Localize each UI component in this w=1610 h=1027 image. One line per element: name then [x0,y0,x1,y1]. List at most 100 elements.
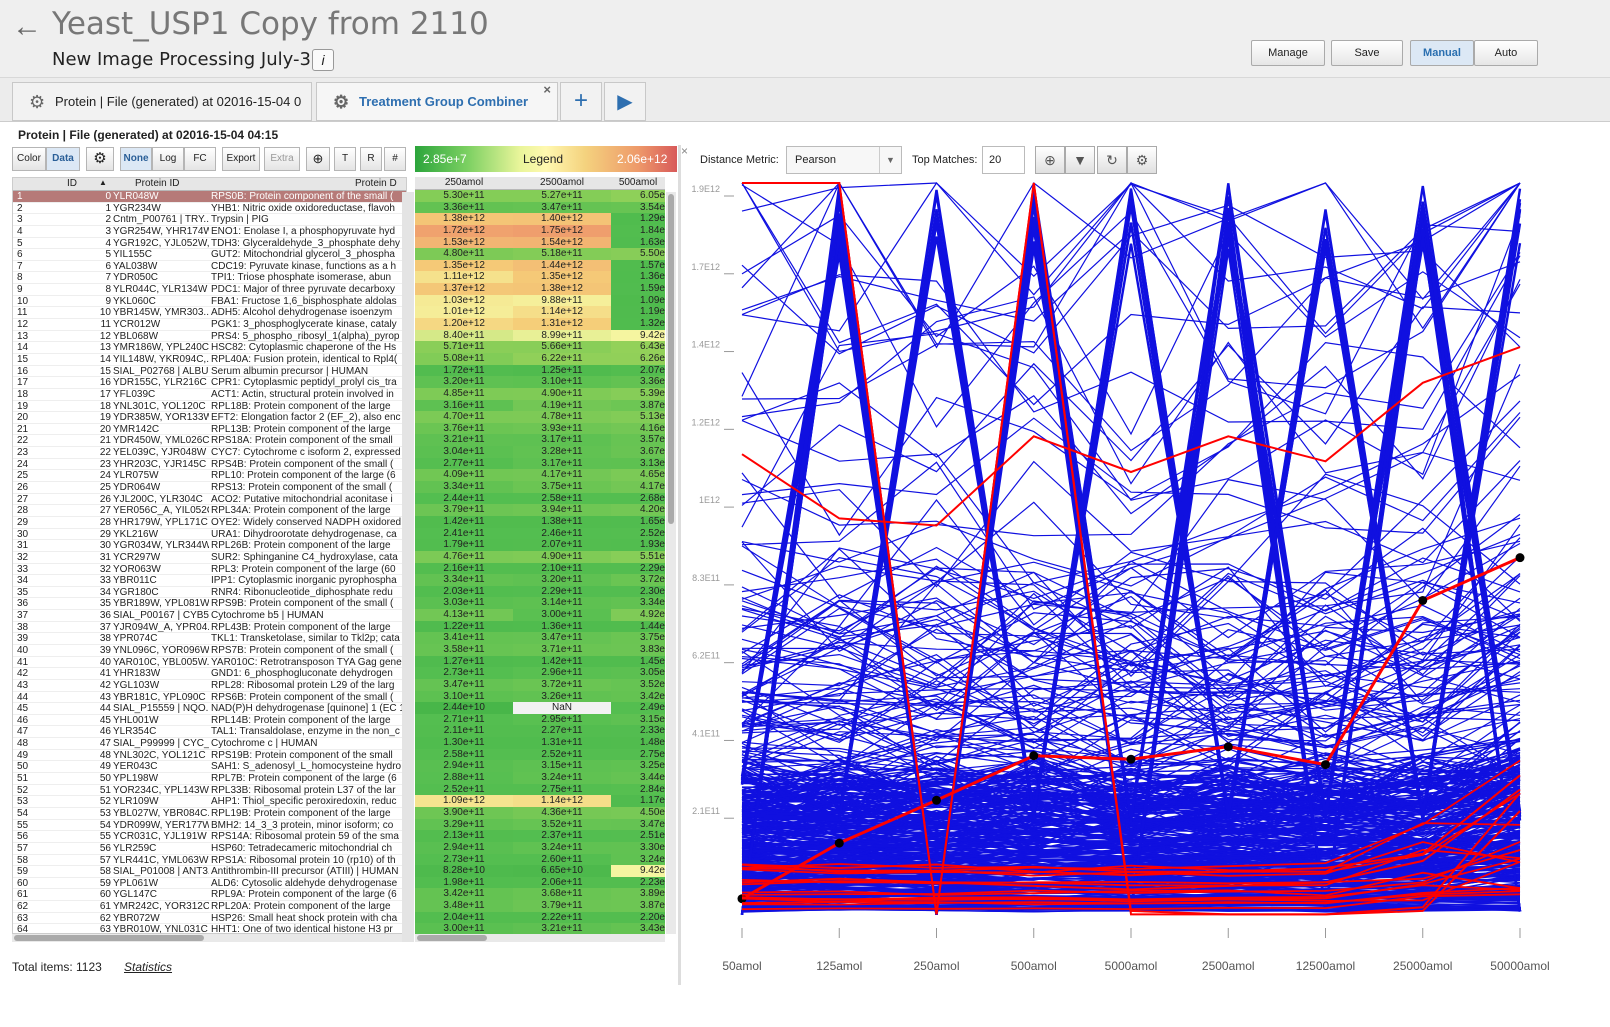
heatmap-row[interactable]: 1.20e+12 1.31e+12 1.32e [415,318,665,330]
table-row[interactable]: 2 1 YGR234W YHB1: Nitric oxide oxidoreducta… [13,203,406,215]
heatmap-row[interactable]: 3.29e+11 3.52e+11 3.47e [415,818,665,831]
manage-button[interactable]: Manage [1251,40,1325,66]
heatmap-row[interactable]: 4.70e+11 4.78e+11 5.13e [415,411,665,423]
heatmap-row[interactable]: 3.41e+11 3.47e+11 3.75e [415,632,665,644]
heatmap-row[interactable]: 2.16e+11 2.10e+11 2.29e [415,562,665,575]
table-row[interactable]: 48 47 SIAL_P99999 | CYC_... Cytochrome c | … [13,738,406,750]
table-row[interactable]: 29 28 YHR179W, YPL171C OYE2: Widely conserv… [13,517,406,529]
heatmap-row[interactable]: 1.27e+11 1.42e+11 1.45e [415,655,665,668]
r-button[interactable]: R [360,147,382,171]
column-header-2500amol[interactable]: 2500amol [540,177,584,188]
heatmap-row[interactable]: 4.85e+11 4.90e+11 5.39e [415,387,665,400]
pane-splitter[interactable] [402,192,414,942]
table-row[interactable]: 42 41 YHR183W GND1: 6_phosphogluconate dehy… [13,668,406,680]
table-row[interactable]: 27 26 YJL200C, YLR304C ACO2: Putative mitoc… [13,494,406,506]
table-row[interactable]: 15 14 YIL148W, YKR094C,... RPL40A: Fusion p… [13,354,406,366]
table-row[interactable]: 64 63 YBR010W, YNL031C HHT1: One of two ide… [13,924,406,933]
info-button[interactable]: i [312,49,334,71]
table-row[interactable]: 20 19 YDR385W, YOR133W EFT2: Elongation fac… [13,412,406,424]
column-header-id[interactable]: ID [67,178,77,189]
t-button[interactable]: T [334,147,356,171]
table-row[interactable]: 58 57 YLR441C, YML063W RPS1A: Ribosomal pro… [13,855,406,867]
heatmap-row[interactable]: 3.16e+11 4.19e+11 3.87e [415,399,665,412]
column-header-500amol[interactable]: 500amol [618,177,658,188]
table-row[interactable]: 47 46 YLR354C TAL1: Transaldolase, enzyme i… [13,726,406,739]
table-row[interactable]: 22 21 YDR450W, YML026C RPS18A: Protein comp… [13,435,406,448]
table-row[interactable]: 44 43 YBR181C, YPL090C RPS6B: Protein compo… [13,692,406,704]
column-header-protein-desc[interactable]: Protein D [355,178,397,189]
table-row[interactable]: 39 38 YPR074C TKL1: Transketolase, similar … [13,633,406,645]
heatmap-row[interactable]: 3.04e+11 3.28e+11 3.67e [415,446,665,458]
heatmap-row[interactable]: 1.03e+12 9.88e+11 1.09e [415,294,665,307]
heatmap-row[interactable]: 2.41e+11 2.46e+11 2.52e [415,527,665,540]
heatmap-row[interactable]: 3.48e+11 3.79e+11 3.87e [415,900,665,912]
color-button[interactable]: Color [12,147,46,171]
table-row[interactable]: 13 12 YBL068W PRS4: 5_phospho_ribosyl_1(alp… [13,331,406,343]
table-row[interactable]: 19 18 YNL301C, YOL120C RPL18B: Protein comp… [13,401,406,413]
heatmap-row[interactable]: 4.76e+11 4.90e+11 5.51e [415,550,665,563]
heatmap-row[interactable]: 3.76e+11 3.93e+11 4.16e [415,422,665,435]
heatmap-row[interactable]: 2.44e+10 NaN 2.49e [415,702,665,714]
table-row[interactable]: 7 6 YAL038W CDC19: Pyruvate kinase, functio… [13,261,406,273]
heatmap-row[interactable]: 2.73e+11 2.96e+11 3.05e [415,667,665,679]
distance-metric-select[interactable]: Pearson ▼ [786,146,902,174]
heatmap-row[interactable]: 8.40e+11 8.99e+11 9.42e [415,329,665,342]
heatmap-row[interactable]: 1.01e+12 1.14e+12 1.19e [415,306,665,319]
heatmap-legend[interactable]: 2.85e+7 Legend 2.06e+12 [415,146,677,172]
heatmap-row[interactable]: 1.53e+12 1.54e+12 1.63e [415,236,665,249]
hash-button[interactable]: # [384,147,406,171]
heatmap-row[interactable]: 1.35e+12 1.44e+12 1.57e [415,259,665,272]
table-row[interactable]: 10 9 YKL060C FBA1: Fructose 1,6_bisphosphat… [13,296,406,308]
heatmap-row[interactable]: 2.88e+11 3.24e+11 3.44e [415,772,665,784]
heatmap-row[interactable]: 2.04e+11 2.22e+11 2.20e [415,911,665,924]
heatmap-row[interactable]: 1.38e+12 1.40e+12 1.29e [415,213,665,225]
scrollbar-thumb[interactable] [668,194,674,524]
table-row[interactable]: 9 8 YLR044C, YLR134W PDC1: Major of three p… [13,284,406,296]
table-row[interactable]: 16 15 SIAL_P02768 | ALBU... Serum albumin p… [13,366,406,378]
table-row[interactable]: 33 32 YOR063W RPL3: Protein component of th… [13,564,406,576]
heatmap-row[interactable]: 3.36e+11 3.47e+11 3.54e [415,201,665,214]
log-button[interactable]: Log [152,147,184,171]
export-button[interactable]: Export [222,147,260,171]
table-row[interactable]: 36 35 YBR189W, YPL081W RPS9B: Protein compo… [13,598,406,611]
heatmap-row[interactable]: 5.30e+11 5.27e+11 6.05e [415,190,665,202]
table-row[interactable]: 51 50 YPL198W RPL7B: Protein component of t… [13,773,406,785]
table-row[interactable]: 31 30 YGR034W, YLR344W RPL26B: Protein comp… [13,540,406,552]
table-row[interactable]: 23 22 YEL039C, YJR048W CYC7: Cytochrome c i… [13,447,406,459]
heatmap-row[interactable]: 1.98e+11 2.06e+11 2.23e [415,876,665,889]
heatmap-row[interactable]: 2.94e+11 3.24e+11 3.30e [415,841,665,854]
table-row[interactable]: 11 10 YBR145W, YMR303... ADH5: Alcohol dehy… [13,307,406,320]
manual-mode-button[interactable]: Manual [1410,40,1474,66]
table-row[interactable]: 30 29 YKL216W URA1: Dihydroorotate dehydrog… [13,529,406,541]
table-row[interactable]: 43 42 YGL103W RPL28: Ribosomal protein L29 … [13,680,406,692]
vertical-scrollbar[interactable] [666,192,676,934]
tab-treatment-group-combiner[interactable]: ⚙ Treatment Group Combiner × [316,82,558,121]
table-row[interactable]: 59 58 SIAL_P01008 | ANT3... Antithrombin-II… [13,866,406,878]
column-header-250amol[interactable]: 250amol [444,177,484,188]
heatmap-row[interactable]: 1.42e+11 1.38e+11 1.65e [415,515,665,528]
table-row[interactable]: 46 45 YHL001W RPL14B: Protein component of … [13,715,406,727]
top-matches-input[interactable]: 20 [982,146,1025,174]
table-row[interactable]: 32 31 YCR297W SUR2: Sphinganine C4_hydroxyl… [13,552,406,564]
heatmap-row[interactable]: 1.72e+11 1.25e+11 2.07e [415,364,665,377]
table-row[interactable]: 25 24 YLR075W RPL10: Protein component of t… [13,470,406,483]
table-row[interactable]: 34 33 YBR011C IPP1: Cytoplasmic inorganic p… [13,575,406,587]
extra-button[interactable]: Extra [264,147,300,171]
fc-button[interactable]: FC [184,147,216,171]
heatmap-horizontal-scrollbar[interactable] [415,934,665,942]
table-row[interactable]: 41 40 YAR010C, YBL005W... YAR010C: Retrotra… [13,657,406,669]
close-icon[interactable]: × [681,144,689,158]
none-button[interactable]: None [120,147,152,171]
column-header-protein-id[interactable]: Protein ID [135,178,180,189]
table-row[interactable]: 61 60 YGL147C RPL9A: Protein component of t… [13,889,406,902]
tab-protein-file[interactable]: ⚙ Protein | File (generated) at 02016-15… [12,82,312,121]
auto-mode-button[interactable]: Auto [1474,40,1538,66]
table-row[interactable]: 21 20 YMR142C RPL13B: Protein component of … [13,424,406,436]
filter-button[interactable]: ▼ [1065,146,1095,174]
heatmap-row[interactable]: 4.80e+11 5.18e+11 5.50e [415,248,665,260]
heatmap-row[interactable]: 3.47e+11 3.72e+11 3.52e [415,678,665,691]
heatmap-row[interactable]: 8.28e+10 6.65e+10 9.42e [415,865,665,877]
heatmap-row[interactable]: 5.71e+11 5.66e+11 6.43e [415,341,665,353]
heatmap-row[interactable]: 3.34e+11 3.20e+11 3.72e [415,574,665,586]
heatmap-row[interactable]: 3.21e+11 3.17e+11 3.57e [415,434,665,447]
